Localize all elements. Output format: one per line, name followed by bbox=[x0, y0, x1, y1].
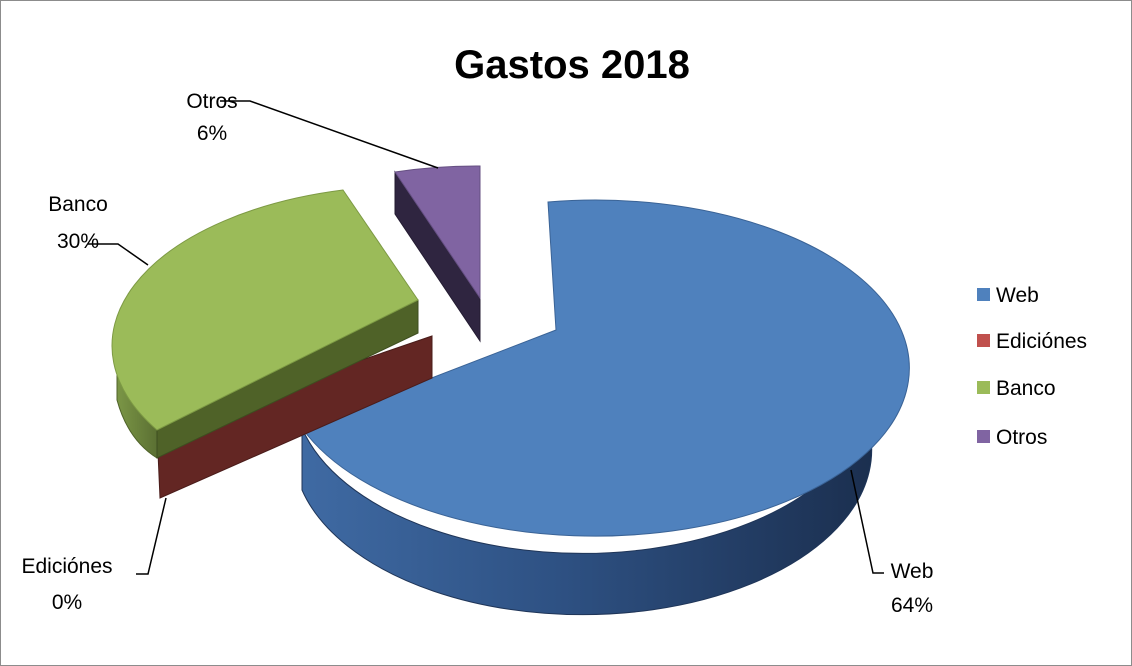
legend-item-otros: Otros bbox=[977, 426, 1047, 449]
leader-line-ediciones bbox=[136, 497, 167, 575]
data-label-ediciones: Ediciónes 0% bbox=[21, 555, 112, 614]
leader-line-web bbox=[850, 469, 884, 574]
data-label-banco: Banco 30% bbox=[48, 193, 108, 253]
legend: Web Ediciónes Banco Otros bbox=[977, 284, 1087, 449]
data-label-web-name: Web bbox=[891, 560, 934, 583]
data-label-banco-percent: 30% bbox=[57, 230, 99, 253]
pie-slice-banco-top bbox=[111, 189, 419, 431]
legend-label-banco: Banco bbox=[996, 377, 1056, 400]
pie-slice-web bbox=[301, 199, 910, 616]
data-label-ediciones-percent: 0% bbox=[52, 591, 82, 614]
leader-line-otros bbox=[220, 100, 439, 169]
legend-swatch-web bbox=[977, 288, 990, 301]
data-label-otros-percent: 6% bbox=[197, 122, 227, 145]
pie-slice-banco bbox=[111, 189, 419, 459]
legend-swatch-ediciones bbox=[977, 334, 990, 347]
leader-line-banco bbox=[88, 243, 149, 266]
data-label-otros-name: Otros bbox=[186, 90, 237, 113]
legend-swatch-banco bbox=[977, 381, 990, 394]
data-label-ediciones-name: Ediciónes bbox=[21, 555, 112, 578]
legend-swatch-otros bbox=[977, 430, 990, 443]
legend-label-ediciones: Ediciónes bbox=[996, 330, 1087, 353]
data-label-banco-name: Banco bbox=[48, 193, 108, 216]
data-label-otros: Otros 6% bbox=[186, 90, 237, 145]
legend-item-ediciones: Ediciónes bbox=[977, 330, 1087, 353]
data-label-web: Web 64% bbox=[891, 560, 934, 617]
legend-item-banco: Banco bbox=[977, 377, 1056, 400]
chart-title: Gastos 2018 bbox=[454, 43, 690, 87]
legend-label-web: Web bbox=[996, 284, 1039, 307]
pie-slice-web-top bbox=[301, 199, 910, 537]
legend-label-otros: Otros bbox=[996, 426, 1047, 449]
pie-slice-otros bbox=[394, 165, 481, 343]
data-label-web-percent: 64% bbox=[891, 594, 933, 617]
legend-item-web: Web bbox=[977, 284, 1039, 307]
